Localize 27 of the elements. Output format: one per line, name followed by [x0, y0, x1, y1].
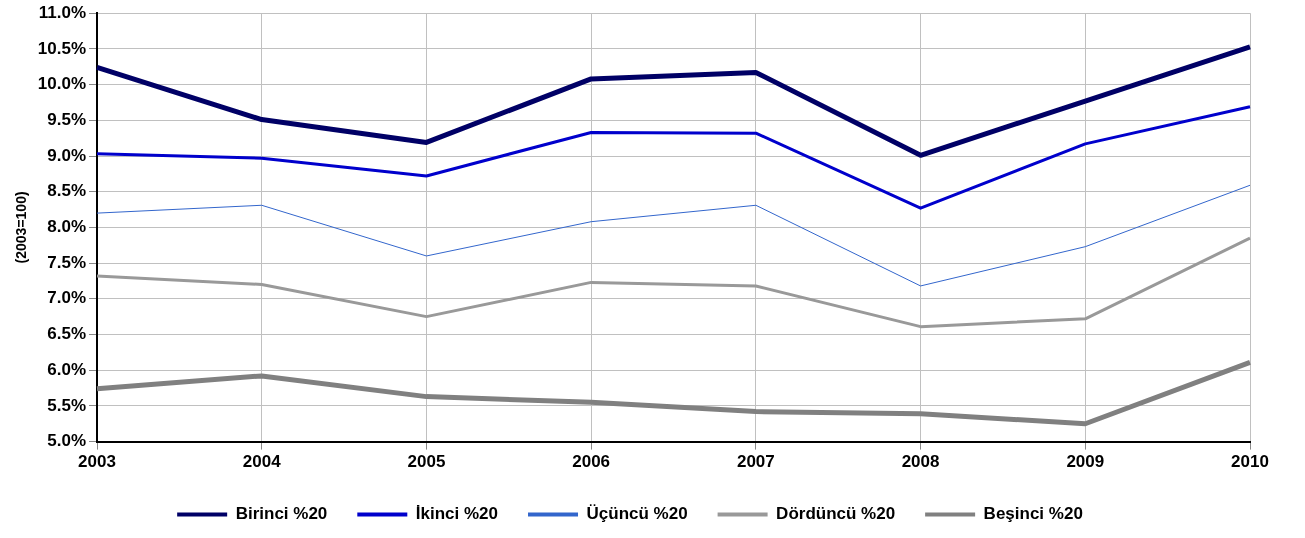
y-tick-label: 11.0%	[38, 2, 86, 22]
y-tick-label: 6.0%	[47, 359, 86, 379]
y-axis-title: (2003=100)	[13, 191, 30, 264]
y-tick-label: 10.5%	[37, 38, 86, 58]
legend-label: Beşinci %20	[983, 504, 1083, 524]
y-tick-label: 7.5%	[47, 252, 86, 272]
y-tick-label: 6.5%	[47, 324, 86, 344]
y-tick-label: 9.5%	[47, 109, 86, 129]
y-tick-label: 7.0%	[47, 288, 86, 308]
legend-label: Üçüncü %20	[586, 504, 688, 524]
x-tick-label: 2008	[901, 452, 940, 472]
x-tick-label: 2009	[1066, 452, 1105, 472]
y-tick-label: 8.5%	[47, 181, 86, 201]
legend-label: Dördüncü %20	[776, 504, 896, 524]
y-tick-label: 9.0%	[47, 145, 86, 165]
legend-label: Birinci %20	[235, 504, 328, 524]
x-tick-label: 2010	[1231, 452, 1269, 472]
y-tick-label: 5.5%	[47, 395, 86, 415]
y-tick-label: 5.0%	[47, 431, 86, 451]
y-tick-label: 10.0%	[37, 74, 86, 94]
legend-label: İkinci %20	[415, 504, 499, 524]
y-tick-label: 8.0%	[47, 217, 86, 237]
x-tick-label: 2004	[242, 452, 282, 472]
x-tick-label: 2005	[407, 452, 446, 472]
x-tick-label: 2003	[78, 452, 116, 472]
x-tick-label: 2006	[572, 452, 611, 472]
x-tick-label: 2007	[736, 452, 775, 472]
